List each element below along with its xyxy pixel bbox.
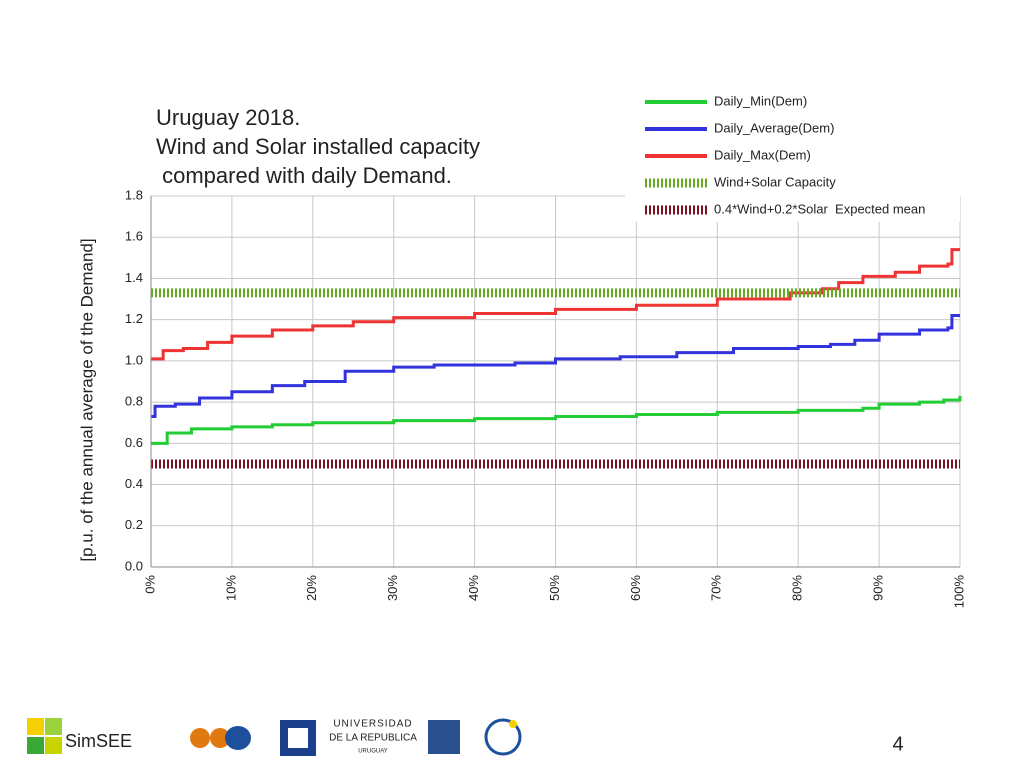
y-tick-label: 0.8 — [125, 394, 143, 409]
x-tick-label: 60% — [628, 575, 643, 601]
y-tick-label: 0.0 — [125, 558, 143, 573]
udelar-logo — [428, 720, 460, 754]
legend-label: Daily_Max(Dem) — [714, 147, 811, 162]
legend-label: 0.4*Wind+0.2*Solar Expected mean — [714, 201, 925, 216]
adme-logo — [484, 718, 522, 756]
y-tick-label: 0.6 — [125, 435, 143, 450]
y-tick-label: 0.4 — [125, 476, 143, 491]
y-tick-label: 1.4 — [125, 270, 143, 285]
x-tick-label: 80% — [790, 575, 805, 601]
series-line — [151, 248, 960, 361]
legend: Daily_Min(Dem) Daily_Average(Dem) Daily_Ma… — [625, 88, 960, 222]
y-tick-label: 1.6 — [125, 229, 143, 244]
x-tick-label: 10% — [223, 575, 238, 601]
fing-logo — [280, 720, 316, 756]
x-tick-label: 70% — [709, 575, 724, 601]
x-tick-label: 50% — [547, 575, 562, 601]
x-tick-label: 0% — [142, 575, 157, 594]
legend-label: Wind+Solar Capacity — [714, 174, 836, 189]
title-line: Uruguay 2018. — [156, 105, 300, 130]
simsee-logo — [27, 718, 62, 754]
y-tick-label: 1.2 — [125, 311, 143, 326]
x-tick-label: 40% — [466, 575, 481, 601]
y-tick-label: 0.2 — [125, 517, 143, 532]
y-axis-label: [p.u. of the annual average of the Deman… — [77, 238, 96, 561]
legend-label: Daily_Average(Dem) — [714, 120, 834, 135]
y-tick-label: 1.0 — [125, 352, 143, 367]
series-line — [151, 314, 960, 419]
iie-logo — [190, 726, 251, 750]
title-line: compared with daily Demand. — [156, 163, 452, 188]
x-tick-label: 90% — [871, 575, 886, 601]
logo-text: SimSEE — [65, 731, 132, 751]
x-tick-label: 30% — [385, 575, 400, 601]
y-tick-label: 1.8 — [125, 187, 143, 202]
x-tick-label: 100% — [951, 575, 966, 609]
plot-area — [150, 195, 962, 568]
title-line: Wind and Solar installed capacity — [156, 134, 480, 159]
legend-label: Daily_Min(Dem) — [714, 93, 807, 108]
university-text: URUGUAY — [358, 749, 388, 755]
university-text: UNIVERSIDAD — [333, 719, 412, 730]
university-text: DE LA REPUBLICA — [329, 733, 417, 744]
series-line — [151, 395, 962, 445]
x-tick-label: 20% — [304, 575, 319, 601]
page-number: 4 — [892, 733, 903, 755]
